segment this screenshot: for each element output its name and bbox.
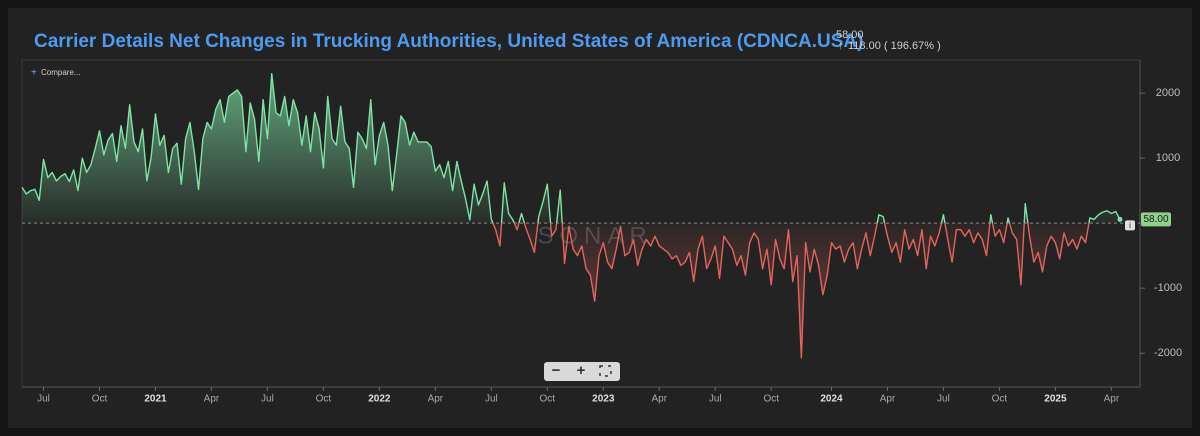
x-tick-label: Apr (1104, 394, 1120, 405)
x-tick-label: Oct (763, 394, 779, 405)
zoom-controls: − + (544, 362, 620, 381)
x-tick-label: Oct (992, 394, 1008, 405)
end-label: 58.00 (1143, 214, 1168, 225)
y-tick-label: -2000 (1154, 347, 1182, 359)
x-tick-label: 2023 (592, 394, 615, 405)
info-glyph: i (1129, 221, 1131, 230)
fullscreen[interactable] (599, 365, 612, 377)
x-tick-label: 2021 (144, 394, 167, 405)
data-line (21, 72, 1121, 359)
zoom-out[interactable]: − (552, 362, 561, 379)
x-tick-label: Jul (37, 394, 50, 405)
compare-plus: + (31, 68, 37, 79)
x-tick-label: Apr (880, 394, 896, 405)
compare-button[interactable]: + Compare... (31, 68, 81, 79)
end-label-box (1141, 212, 1171, 227)
x-tick-label: Oct (540, 394, 556, 405)
x-tick-label: Oct (92, 394, 108, 405)
info-icon (1125, 220, 1135, 231)
x-tick-label: Apr (428, 394, 444, 405)
x-tick-label: Apr (204, 394, 220, 405)
plot-layer: -2000 -1000 1000 2000 Jul Oct 2021 Apr Jul Oct 202… (21, 72, 1182, 405)
x-tick-label: Jul (937, 394, 950, 405)
x-tick-label: 2022 (368, 394, 391, 405)
chart-title: Carrier Details Net Changes in Trucking … (34, 31, 863, 52)
y-tick-label: 2000 (1156, 87, 1180, 99)
x-tick-label: Jul (709, 394, 722, 405)
y-tick-label: 1000 (1156, 152, 1180, 164)
area-fill (22, 73, 1120, 358)
up-arrow: ↑ (838, 40, 844, 52)
x-tick-label: 2024 (820, 394, 843, 405)
x-tick-label: Apr (651, 394, 667, 405)
x-tick-label: Jul (261, 394, 274, 405)
last-point (1117, 216, 1123, 222)
x-tick-label: Oct (316, 394, 332, 405)
x-tick-label: Jul (485, 394, 498, 405)
compare-label: Compare... (41, 68, 81, 77)
x-tick-label: 2025 (1044, 394, 1067, 405)
y-tick-label: -1000 (1154, 282, 1182, 294)
change-value: 118.00 ( 196.67% ) (848, 40, 941, 52)
last-value: 58.00 (836, 29, 864, 41)
zoom-in[interactable]: + (577, 362, 586, 379)
